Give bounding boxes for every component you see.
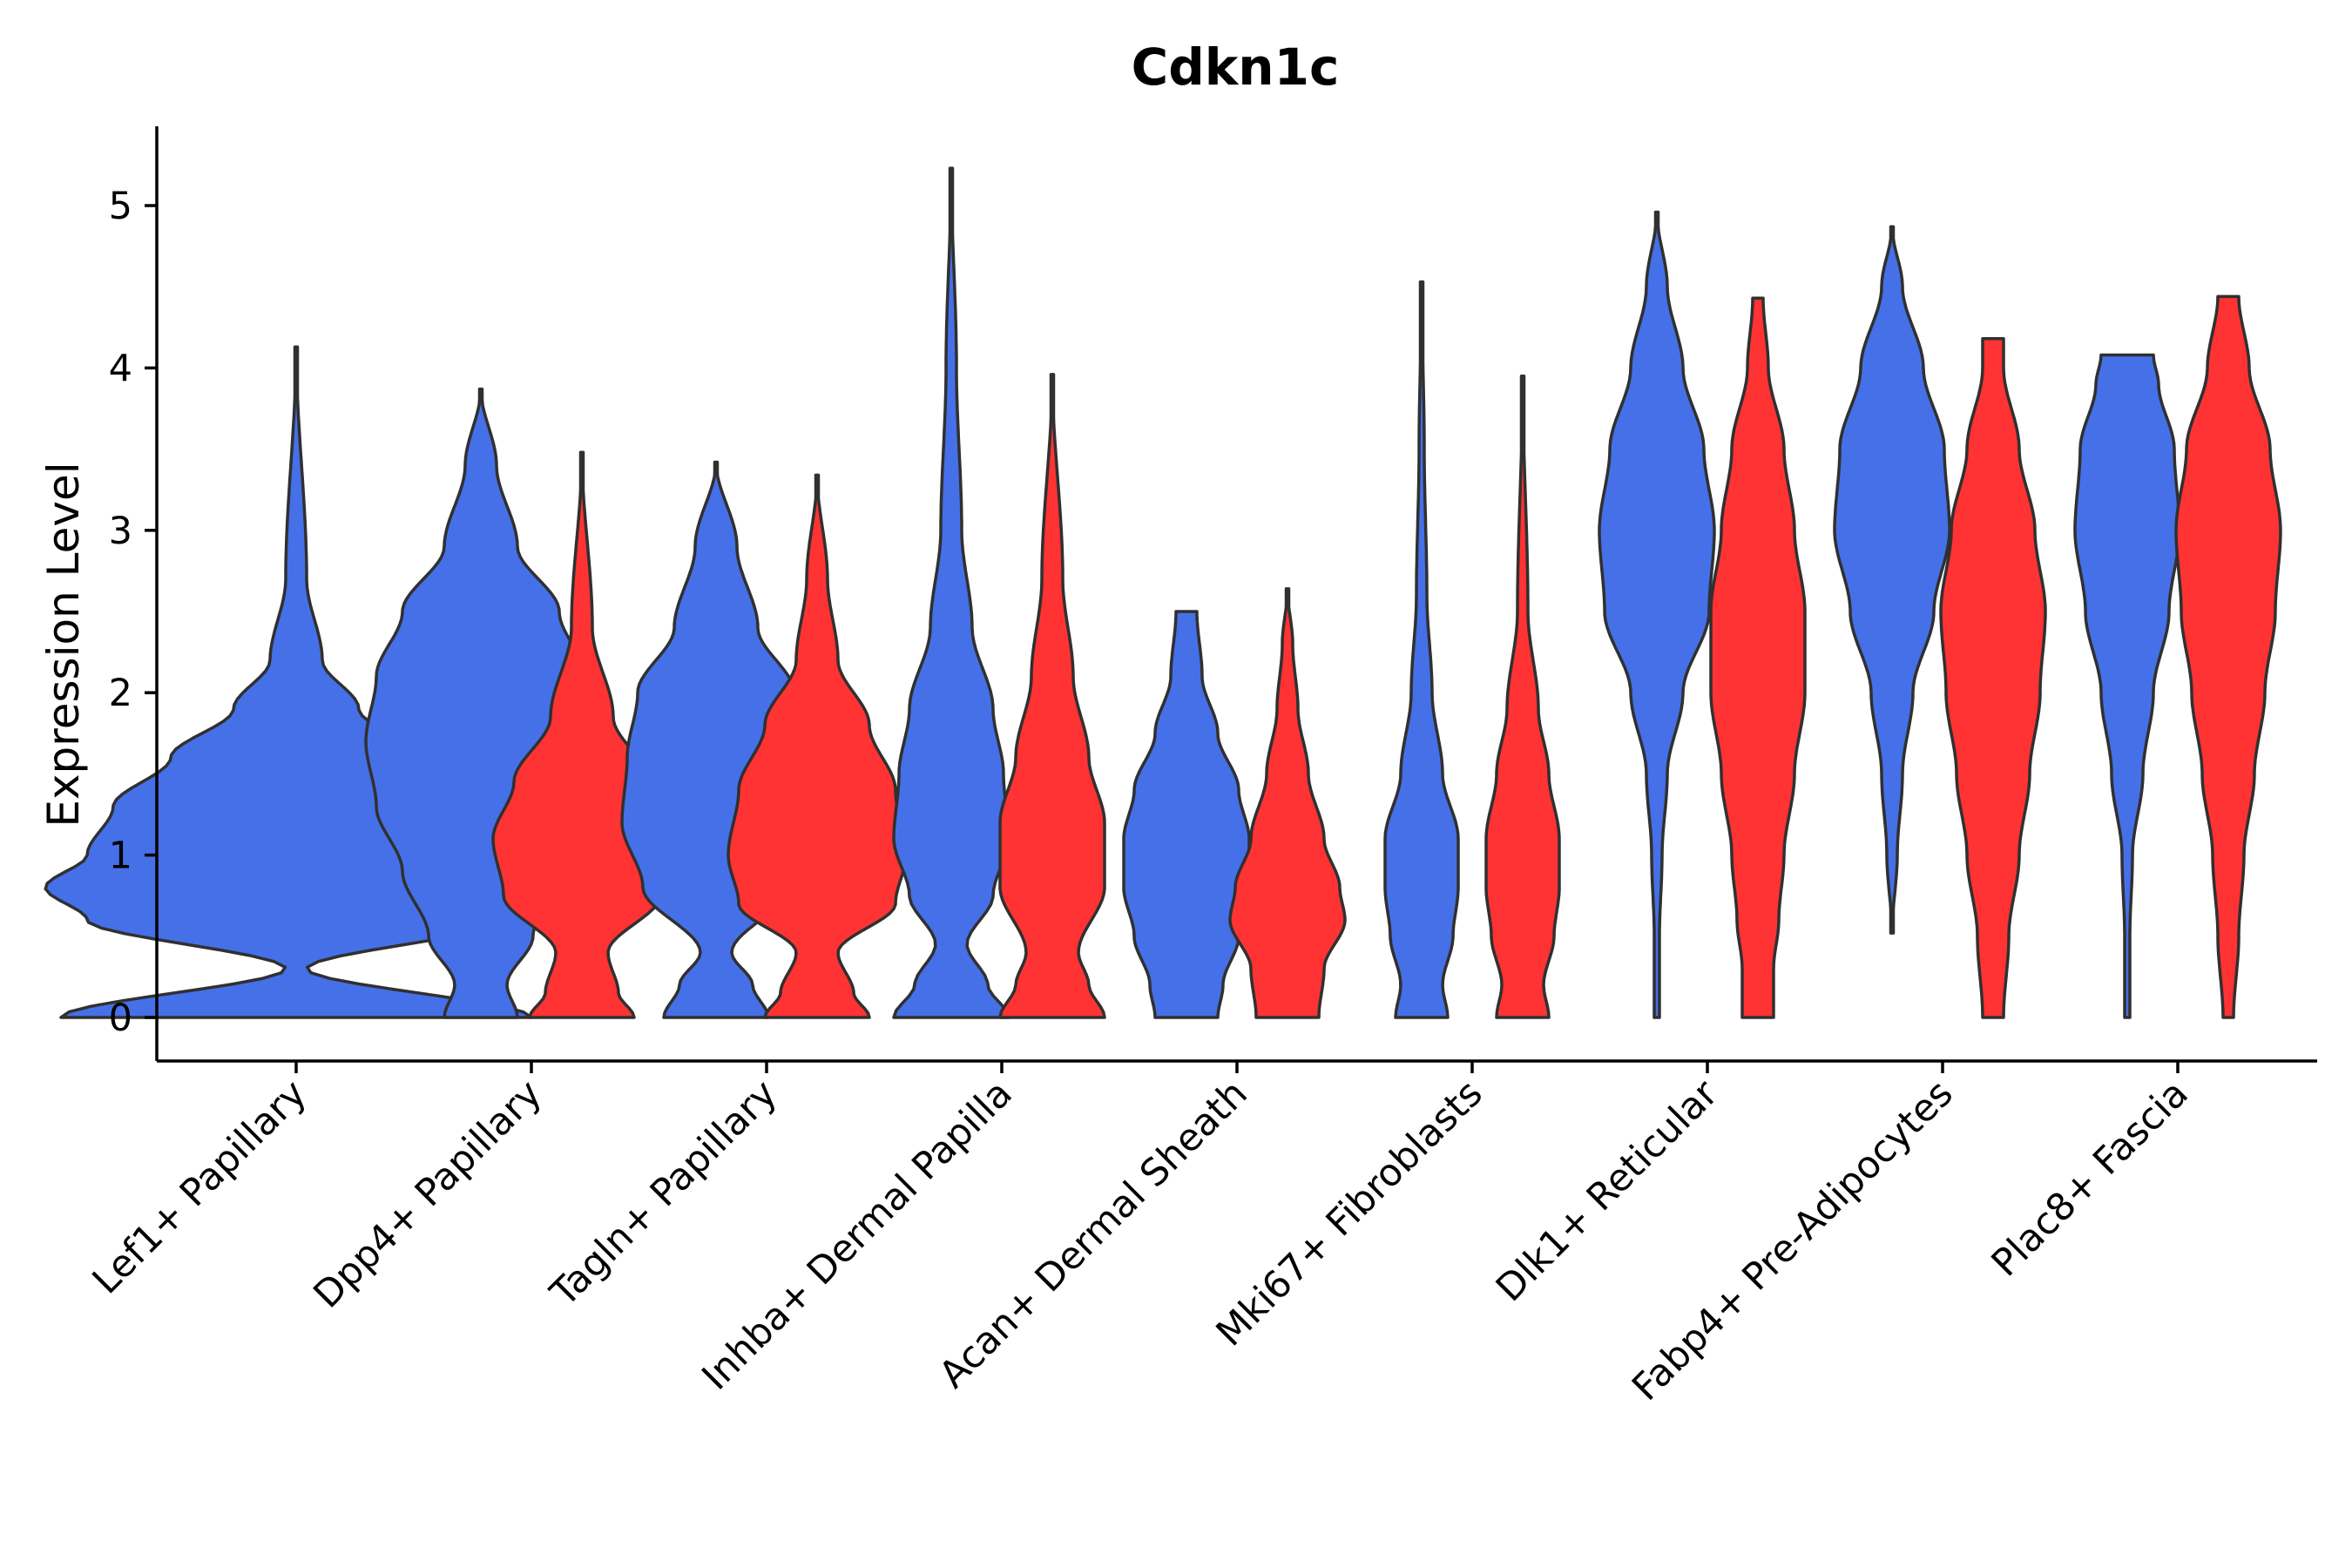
x-tick-label-5: Mki67+ Fibroblasts: [1208, 1071, 1491, 1355]
x-tick-label-8: Plac8+ Fascia: [1984, 1071, 2197, 1285]
y-tick-label-2: 2: [109, 672, 132, 715]
violin-8-blue: [2073, 353, 2181, 1019]
violin-8-red: [2174, 294, 2282, 1019]
y-tick-label-0: 0: [109, 997, 132, 1040]
violins-layer: [44, 166, 2282, 1019]
x-tick-label-0: Lef1+ Papillary: [84, 1071, 315, 1302]
violin-7-red: [1939, 337, 2047, 1019]
chart-title: Cdkn1c: [1132, 37, 1340, 97]
violin-4-blue: [1122, 610, 1251, 1019]
violin-7-blue: [1833, 225, 1951, 935]
violin-4-red: [1228, 587, 1347, 1019]
x-tick-label-6: Dlk1+ Reticular: [1488, 1071, 1727, 1310]
y-ticks: 0 1 2 3 4 5: [109, 185, 157, 1040]
y-tick-label-3: 3: [109, 510, 132, 553]
y-tick-label-5: 5: [109, 185, 132, 228]
violin-5-red: [1484, 374, 1561, 1019]
y-axis-label: Expression Level: [38, 462, 89, 827]
x-tick-label-2: Tagln+ Papillary: [542, 1071, 786, 1315]
x-tick-label-1: Dpp4+ Papillary: [306, 1071, 551, 1316]
violin-6-blue: [1598, 210, 1716, 1019]
violin-5-blue: [1383, 280, 1460, 1019]
y-tick-label-4: 4: [109, 347, 132, 390]
violin-3-red: [998, 373, 1106, 1019]
y-tick-label-1: 1: [109, 835, 132, 878]
violin-3-blue: [892, 166, 1010, 1019]
violin-6-red: [1709, 296, 1807, 1019]
